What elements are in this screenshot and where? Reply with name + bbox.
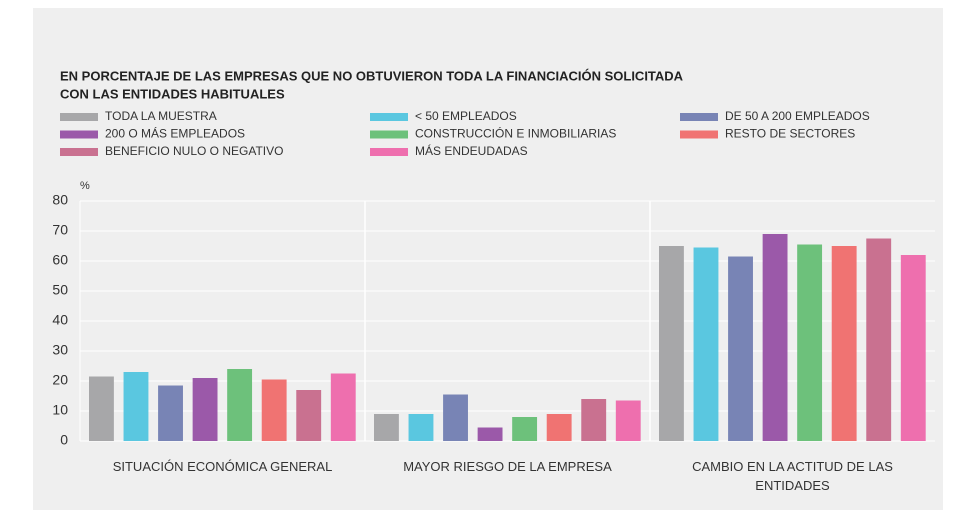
bar [615, 400, 641, 441]
legend-swatch [60, 130, 98, 139]
y-tick-label: 30 [52, 342, 68, 358]
y-tick-label: 20 [52, 372, 68, 388]
panel [33, 8, 943, 510]
legend-label: TODA LA MUESTRA [105, 109, 217, 123]
legend-label: MÁS ENDEUDADAS [415, 143, 528, 158]
y-tick-label: 0 [60, 432, 68, 448]
y-tick-label: 10 [52, 402, 68, 418]
legend-label: < 50 EMPLEADOS [415, 109, 517, 123]
legend-swatch [680, 113, 718, 121]
bar [762, 234, 788, 441]
legend-swatch [680, 130, 718, 139]
bar [693, 247, 719, 441]
bar [900, 255, 926, 441]
bar [227, 369, 253, 441]
x-tick-label: MAYOR RIESGO DE LA EMPRESA [403, 459, 612, 474]
bar [546, 414, 572, 441]
y-tick-label: 40 [52, 312, 68, 328]
chart-title: CON LAS ENTIDADES HABITUALES [60, 86, 285, 101]
bar [374, 414, 399, 441]
y-axis-label: % [80, 180, 90, 192]
y-tick-label: 70 [52, 222, 68, 238]
legend-swatch [60, 148, 98, 156]
legend-label: CONSTRUCCIÓN E INMOBILIARIAS [415, 126, 616, 141]
legend-label: RESTO DE SECTORES [725, 127, 855, 141]
bar [123, 372, 149, 441]
x-tick-label: SITUACIÓN ECONÓMICA GENERAL [112, 459, 333, 474]
bar [296, 390, 322, 441]
legend-label: 200 O MÁS EMPLEADOS [105, 126, 245, 141]
legend-swatch [370, 130, 408, 139]
legend-swatch [60, 113, 98, 121]
legend-label: BENEFICIO NULO O NEGATIVO [105, 144, 283, 158]
bar [261, 379, 287, 441]
bar [89, 376, 114, 441]
bar [408, 414, 434, 441]
y-tick-label: 80 [52, 192, 68, 208]
y-tick-label: 50 [52, 282, 68, 298]
bar [330, 373, 356, 441]
bar [831, 246, 857, 441]
bar [443, 394, 468, 441]
bar [659, 246, 684, 441]
legend-swatch [370, 113, 408, 121]
y-tick-label: 60 [52, 252, 68, 268]
legend-label: DE 50 A 200 EMPLEADOS [725, 109, 870, 123]
bar [192, 378, 218, 441]
chart-title: EN PORCENTAJE DE LAS EMPRESAS QUE NO OBT… [60, 68, 684, 83]
legend-swatch [370, 148, 408, 156]
bar [728, 256, 753, 441]
x-tick-label: CAMBIO EN LA ACTITUD DE LAS ENTIDADES [692, 459, 893, 493]
bar [512, 417, 538, 441]
bar [581, 399, 607, 441]
bar [477, 427, 503, 441]
bar [158, 385, 183, 441]
bar [797, 244, 823, 441]
bar [866, 238, 892, 441]
